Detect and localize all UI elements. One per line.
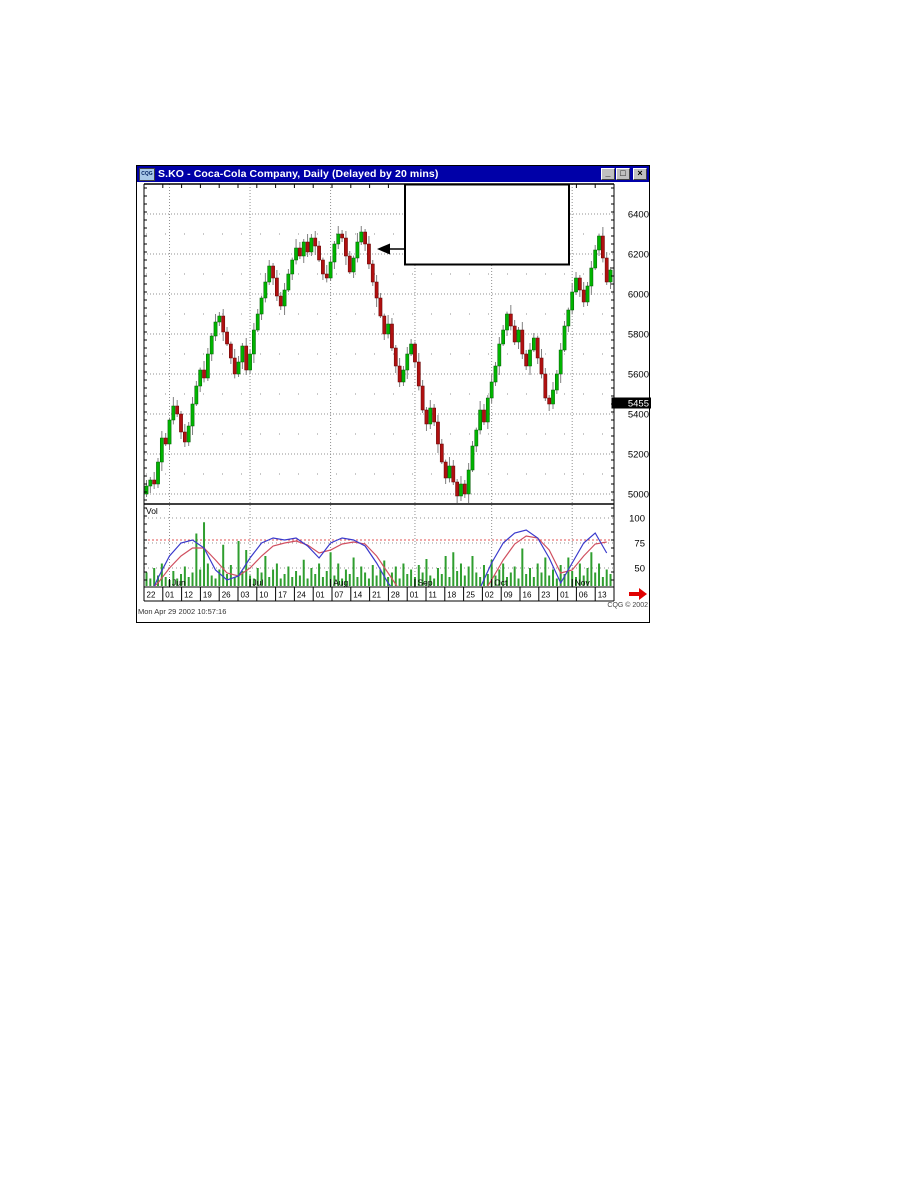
price-tick-label: 6000 [628, 290, 649, 301]
date-tick-label: 06 [579, 591, 588, 600]
chart-timestamp: Mon Apr 29 2002 10:57:16 [138, 607, 227, 616]
indicator-tick-label: 75 [634, 539, 645, 550]
price-tick-label: 6400 [628, 210, 649, 221]
date-tick-label: 11 [429, 591, 438, 600]
axis-labels: 6400 6200 6000 5800 5600 5400 5200 5000 100 75 50 J… [143, 210, 649, 601]
date-tick-label: 17 [278, 591, 287, 600]
date-tick-label: 02 [485, 591, 494, 600]
date-tick-label: 01 [560, 591, 569, 600]
window-title: S.KO - Coca-Cola Company, Daily (Delayed… [158, 168, 439, 180]
candlesticks [144, 226, 613, 503]
date-tick-label: 07 [335, 591, 344, 600]
app-icon: CQG [139, 167, 155, 181]
month-label: Nov [575, 578, 591, 588]
month-label: Jul [253, 578, 264, 588]
date-tick-label: 12 [184, 591, 193, 600]
price-tick-label: 5800 [628, 330, 649, 341]
date-tick-label: 13 [598, 591, 607, 600]
current-price-value: 5455 [628, 399, 649, 410]
maximize-button[interactable]: □ [616, 168, 630, 180]
date-tick-label: 10 [259, 591, 268, 600]
month-label: Jun [172, 578, 186, 588]
date-tick-label: 23 [541, 591, 550, 600]
date-tick-label: 22 [147, 591, 156, 600]
price-tick-label: 6200 [628, 250, 649, 261]
current-price-tag: 5455 [611, 397, 651, 410]
callout-box [404, 183, 570, 266]
date-tick-label: 01 [165, 591, 174, 600]
price-tick-label: 5600 [628, 370, 649, 381]
date-tick-label: 01 [410, 591, 419, 600]
callout-annotation [377, 183, 570, 266]
title-bar[interactable]: CQG S.KO - Coca-Cola Company, Daily (Del… [137, 166, 649, 182]
price-tick-label: 5000 [628, 490, 649, 501]
volume-panel-label: Vol [146, 506, 158, 516]
date-tick-label: 18 [447, 591, 456, 600]
date-tick-label: 24 [297, 591, 306, 600]
scroll-arrow-head [639, 588, 647, 600]
date-tick-label: 09 [504, 591, 513, 600]
chart-svg[interactable]: 6400 6200 6000 5800 5600 5400 5200 5000 100 75 50 J… [137, 182, 651, 622]
indicator-tick-label: 50 [634, 564, 645, 575]
date-tick-label: 01 [316, 591, 325, 600]
date-tick-label: 03 [241, 591, 250, 600]
callout-arrow-head-icon [377, 243, 390, 255]
close-button[interactable]: × [633, 168, 647, 180]
grid [144, 184, 614, 587]
scroll-arrow-shaft [629, 592, 639, 596]
stochastic-slow-line [153, 535, 607, 586]
date-tick-label: 14 [353, 591, 362, 600]
month-label: Sep [417, 578, 432, 588]
volume-bars [145, 522, 612, 586]
price-tick-label: 5200 [628, 450, 649, 461]
scroll-right-arrow-icon[interactable] [629, 588, 647, 600]
date-tick-label: 26 [222, 591, 231, 600]
date-tick-label: 25 [466, 591, 475, 600]
date-tick-label: 28 [391, 591, 400, 600]
price-tick-label: 5400 [628, 410, 649, 421]
date-tick-label: 21 [372, 591, 381, 600]
stochastic-lines [153, 529, 608, 586]
stochastic-fast-line [153, 529, 608, 586]
date-tick-label: 16 [523, 591, 532, 600]
month-label: Aug [333, 578, 348, 588]
copyright-label: CQG © 2002 [607, 602, 648, 609]
chart-window: CQG S.KO - Coca-Cola Company, Daily (Del… [136, 165, 651, 623]
date-tick-label: 19 [203, 591, 212, 600]
minimize-button[interactable]: _ [601, 168, 615, 180]
month-label: Oct [494, 578, 508, 588]
indicator-tick-label: 100 [629, 514, 645, 525]
